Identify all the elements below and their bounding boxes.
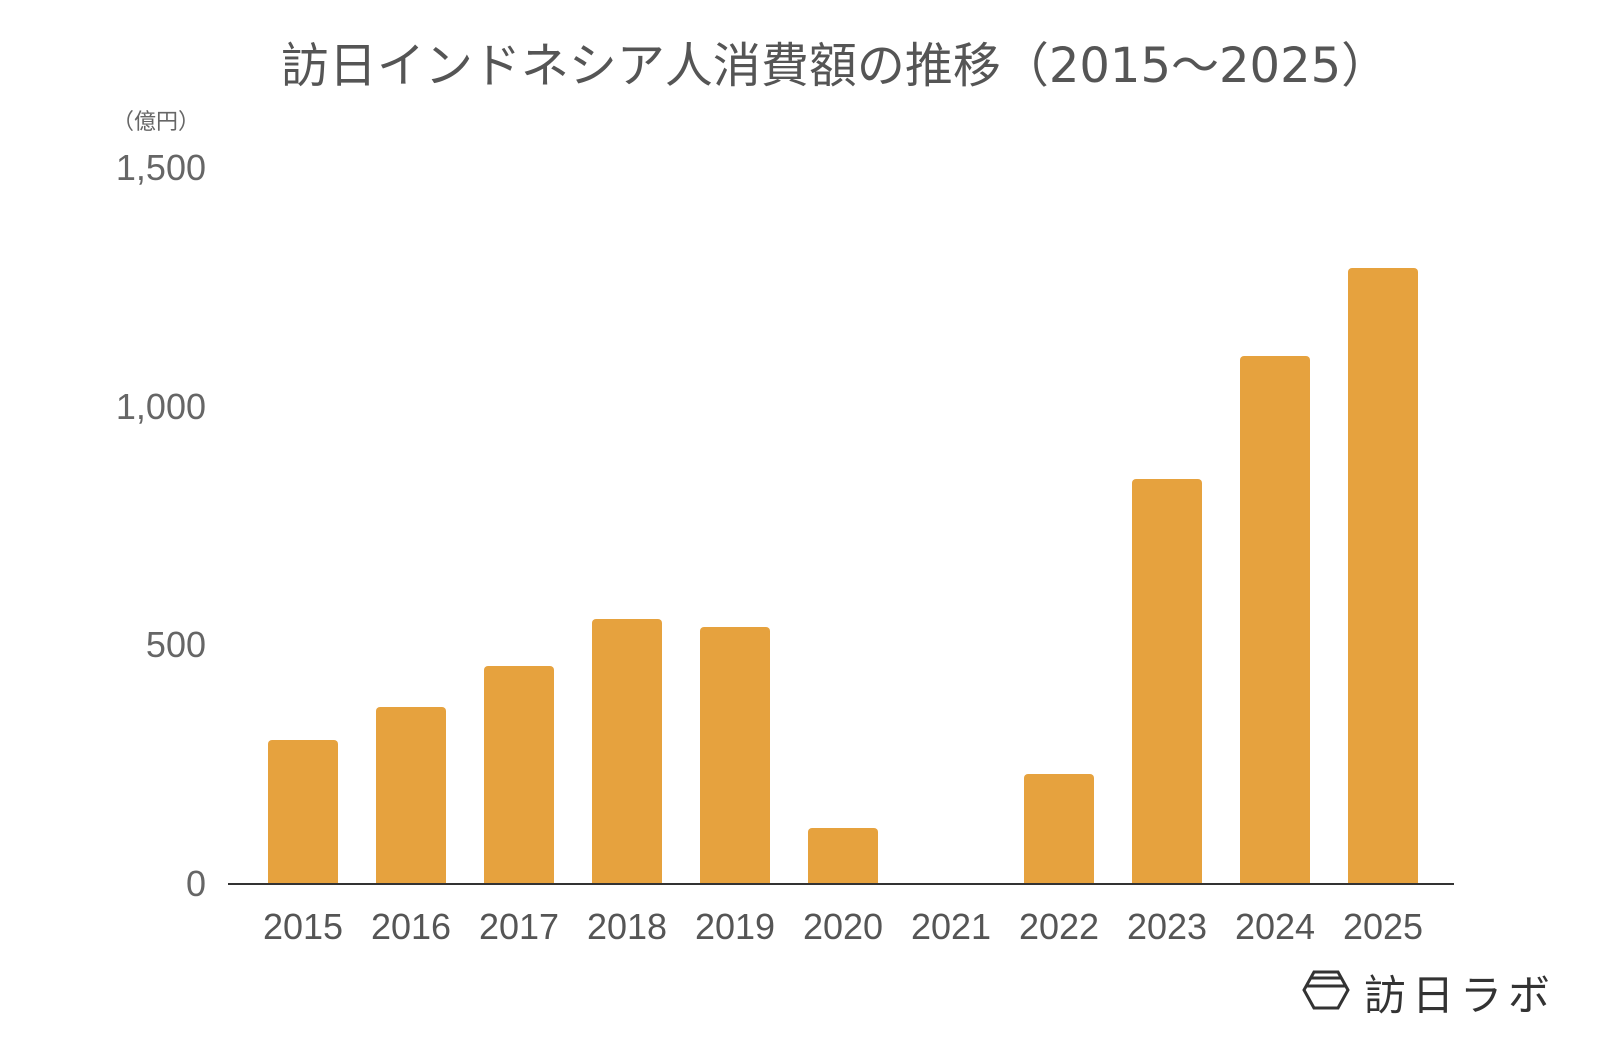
x-tick-label: 2022	[1018, 906, 1100, 947]
bar-2019	[700, 627, 770, 884]
x-tick-label: 2025	[1342, 906, 1424, 947]
y-tick-label: 1,000	[115, 385, 206, 427]
x-tick-label: 2019	[694, 906, 776, 947]
x-tick-label: 2023	[1126, 906, 1208, 947]
bar-2018	[592, 619, 662, 884]
x-tick-label: 2015	[262, 906, 344, 947]
bar-2015	[268, 739, 338, 884]
bar-2024	[1240, 356, 1310, 884]
x-tick-label: 2024	[1234, 906, 1316, 947]
chart-title: 訪日インドネシア人消費額の推移（2015〜2025）	[280, 38, 1390, 94]
hexagon-logo-icon	[1302, 970, 1350, 1015]
bar-2020	[808, 828, 878, 884]
bar-2016	[376, 706, 446, 884]
x-tick-label: 2020	[802, 906, 884, 947]
brand-logo: 訪日ラボ	[1302, 962, 1556, 1023]
brand-name: 訪日ラボ	[1364, 971, 1557, 1020]
bar-2017	[484, 665, 554, 884]
y-tick-label: 1,500	[115, 147, 206, 188]
x-tick-label: 2017	[478, 906, 560, 947]
y-tick-label: 0	[185, 863, 206, 904]
bar-2025	[1348, 267, 1418, 884]
bar-2023	[1132, 478, 1202, 884]
y-tick-label: 500	[145, 624, 206, 666]
x-tick-label: 2021	[910, 906, 992, 947]
x-axis-line	[228, 883, 1454, 885]
x-tick-label: 2018	[586, 906, 668, 947]
x-tick-label: 2016	[370, 906, 452, 947]
bar-2022	[1024, 774, 1094, 884]
y-axis-unit-label: （億円）	[112, 110, 201, 135]
plot-area	[228, 168, 1454, 884]
